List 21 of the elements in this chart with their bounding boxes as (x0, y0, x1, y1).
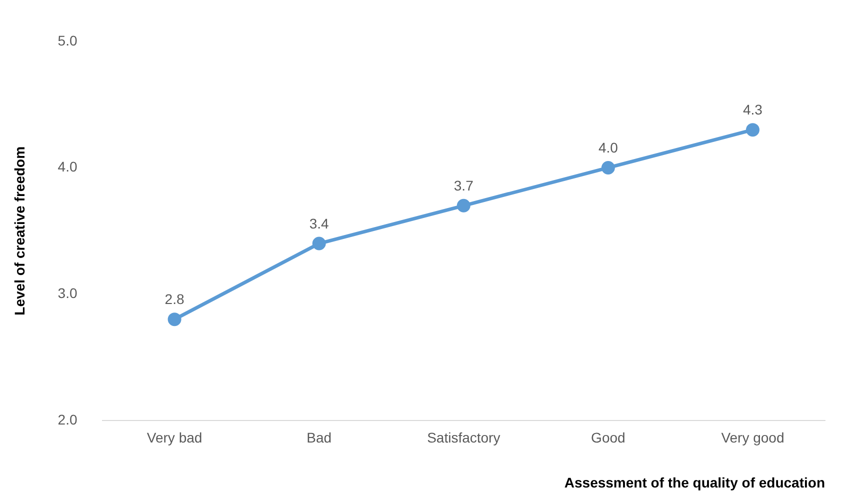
x-axis-title: Assessment of the quality of education (564, 474, 825, 490)
y-tick-label: 5.0 (58, 32, 78, 48)
x-tick-label: Very good (721, 430, 784, 446)
data-label: 4.3 (742, 102, 763, 118)
point (312, 236, 326, 250)
x-tick-label: Very bad (146, 430, 202, 446)
point (168, 312, 182, 326)
point (456, 198, 470, 212)
y-axis-title: Level of creative freedom (11, 146, 28, 316)
x-tick-label: Satisfactory (427, 430, 500, 446)
data-label: 4.0 (598, 140, 618, 156)
x-tick-label: Good (591, 430, 626, 446)
point (601, 160, 615, 174)
data-label: 2.8 (164, 291, 184, 308)
point (746, 123, 760, 137)
y-tick-label: 3.0 (58, 284, 78, 301)
x-tick-label: Bad (306, 430, 332, 446)
data-label: 3.7 (454, 177, 474, 194)
data-label: 3.4 (309, 215, 330, 232)
y-tick-label: 2.0 (58, 411, 78, 428)
y-tick-label: 4.0 (58, 158, 78, 175)
